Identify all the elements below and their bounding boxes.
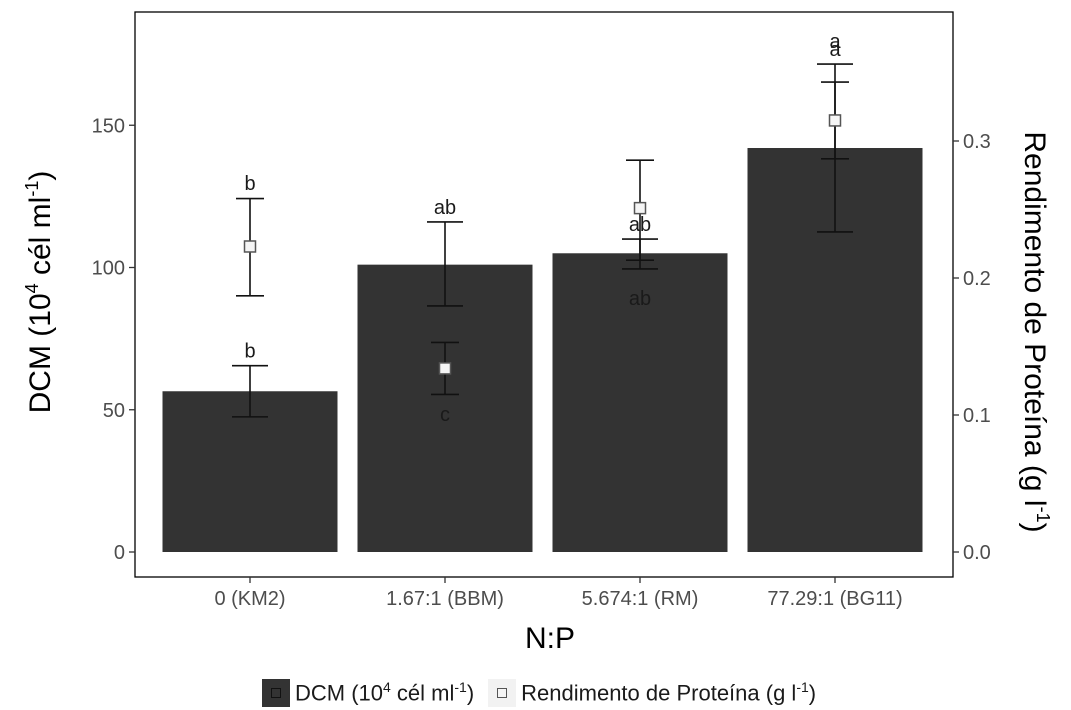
plot-area: 0 50 100 150 0.0 0.1 0.2 0.3 0 (KM2) 1.67:1 (BBM)… bbox=[92, 11, 991, 610]
protein-significance-label: c bbox=[440, 404, 450, 426]
y-axis-title: DCM (104 cél ml-1) bbox=[22, 171, 57, 414]
protein-point bbox=[828, 114, 842, 127]
dcm-significance-label: ab bbox=[434, 197, 456, 219]
bar bbox=[357, 264, 533, 552]
protein-significance-label: ab bbox=[629, 288, 651, 310]
y2-axis-title: Rendimento de Proteína (g l-1) bbox=[1018, 131, 1053, 532]
x-tick-label: 77.29:1 (BG11) bbox=[767, 588, 902, 610]
dcm-significance-label: b bbox=[244, 341, 255, 363]
dcm-significance-label: a bbox=[829, 39, 841, 61]
protein-point bbox=[633, 201, 647, 215]
y2-tick-label: 0.1 bbox=[963, 405, 991, 427]
legend-key-protein bbox=[488, 679, 517, 707]
bar bbox=[552, 253, 728, 552]
plot-border bbox=[134, 11, 954, 578]
chart: 0 50 100 150 0.0 0.1 0.2 0.3 0 (KM2) 1.67:1 (BBM)… bbox=[22, 11, 1053, 655]
legend-label-dcm: DCM (104 cél ml-1) bbox=[295, 679, 475, 706]
x-tick-label: 5.674:1 (RM) bbox=[582, 588, 699, 610]
y-tick-label: 100 bbox=[92, 258, 125, 280]
dcm-significance-label: ab bbox=[629, 214, 651, 236]
y-tick-label: 150 bbox=[92, 115, 125, 137]
legend-label-protein: Rendimento de Proteína (g l-1) bbox=[521, 679, 817, 706]
x-tick-label: 0 (KM2) bbox=[214, 588, 285, 610]
x-axis-title: N:P bbox=[525, 622, 575, 655]
bar bbox=[162, 391, 338, 552]
y-tick-label: 0 bbox=[114, 542, 125, 564]
protein-significance-label: a bbox=[829, 31, 841, 53]
protein-point bbox=[438, 362, 452, 375]
protein-significance-label: b bbox=[244, 173, 255, 195]
y-tick-label: 50 bbox=[103, 400, 125, 422]
protein-point bbox=[243, 240, 257, 253]
y2-tick-label: 0.2 bbox=[963, 268, 991, 290]
x-tick-label: 1.67:1 (BBM) bbox=[386, 588, 504, 610]
legend: DCM (104 cél ml-1) Rendimento de Proteín… bbox=[262, 676, 816, 710]
legend-key-dcm bbox=[262, 679, 290, 707]
y2-tick-label: 0.0 bbox=[963, 542, 991, 564]
y2-tick-label: 0.3 bbox=[963, 131, 991, 153]
